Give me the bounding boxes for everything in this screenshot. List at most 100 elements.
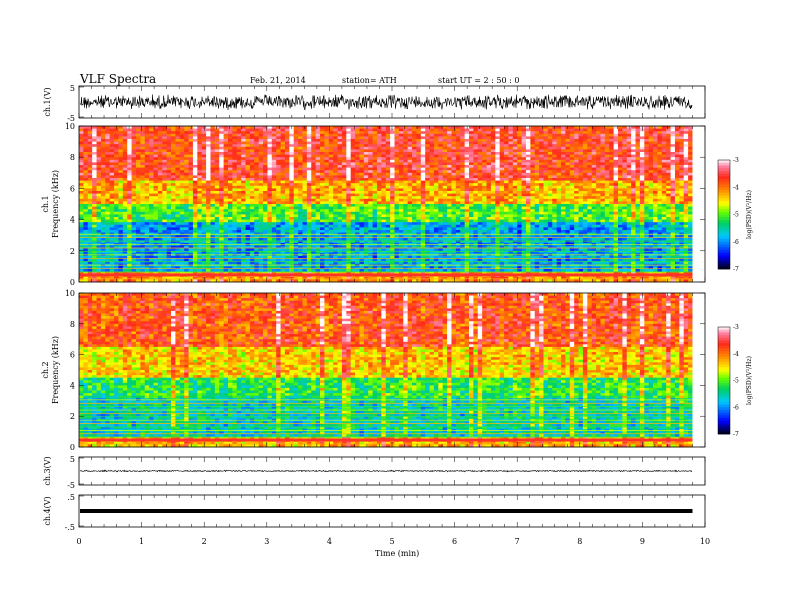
psd-cell xyxy=(674,146,680,150)
psd-cell xyxy=(276,162,281,166)
psd-cell xyxy=(504,204,509,207)
psd-cell xyxy=(100,191,106,194)
psd-cell xyxy=(482,139,487,142)
psd-cell xyxy=(363,188,369,192)
psd-cell xyxy=(512,214,518,218)
psd-cell xyxy=(105,209,111,213)
psd-cell xyxy=(490,206,496,210)
psd-cell xyxy=(341,198,347,202)
psd-cell xyxy=(661,149,667,153)
psd-cell xyxy=(670,167,676,171)
psd-cell xyxy=(289,183,295,187)
psd-cell xyxy=(447,170,452,174)
psd-cell xyxy=(337,175,343,179)
psd-cell xyxy=(83,136,89,140)
psd-cell xyxy=(87,149,93,153)
psd-cell xyxy=(398,214,404,218)
psd-cell xyxy=(639,136,645,140)
psd-cell xyxy=(574,149,579,153)
psd-cell xyxy=(179,211,185,215)
psd-cell xyxy=(381,201,387,205)
psd-cell xyxy=(556,196,562,200)
psd-cell xyxy=(604,126,610,129)
psd-cell xyxy=(661,152,667,155)
psd-cell xyxy=(210,172,216,176)
psd-cell xyxy=(561,191,566,194)
psd-cell xyxy=(114,170,119,174)
psd-cell xyxy=(350,128,356,132)
ch1-waveform-trace xyxy=(79,94,693,111)
psd-cell xyxy=(578,172,584,176)
psd-cell xyxy=(114,198,119,202)
psd-cell xyxy=(609,180,614,184)
psd-cell xyxy=(227,198,233,202)
psd-cell xyxy=(280,185,286,189)
psd-cell xyxy=(249,126,255,129)
psd-cell xyxy=(525,167,531,171)
psd-cell xyxy=(118,162,124,166)
psd-cell xyxy=(394,167,400,171)
psd-cell xyxy=(171,159,176,163)
psd-cell xyxy=(679,172,685,176)
psd-cell xyxy=(407,141,413,145)
psd-cell xyxy=(442,178,448,181)
psd-cell xyxy=(455,188,461,192)
psd-cell xyxy=(284,149,290,153)
psd-cell xyxy=(622,133,628,137)
psd-cell xyxy=(582,141,588,145)
psd-cell xyxy=(477,133,483,137)
psd-cell xyxy=(617,201,623,205)
psd-cell xyxy=(613,172,619,176)
psd-cell xyxy=(433,183,439,187)
psd-cell xyxy=(302,152,308,155)
psd-cell xyxy=(162,154,168,158)
psd-cell xyxy=(469,191,474,194)
psd-cell xyxy=(442,144,448,148)
psd-cell xyxy=(214,170,220,174)
psd-cell xyxy=(245,136,251,140)
psd-cell xyxy=(381,170,387,174)
psd-cell xyxy=(346,139,352,142)
psd-cell xyxy=(394,180,400,184)
psd-cell xyxy=(293,141,299,145)
psd-cell xyxy=(249,157,255,161)
psd-cell xyxy=(635,204,641,207)
psd-cell xyxy=(341,159,347,163)
psd-cell xyxy=(688,206,693,210)
psd-cell xyxy=(679,149,685,153)
psd-cell xyxy=(289,141,295,145)
psd-cell xyxy=(79,157,84,161)
psd-cell xyxy=(477,188,483,192)
psd-cell xyxy=(657,154,663,158)
psd-cell xyxy=(653,126,658,129)
psd-cell xyxy=(631,131,636,135)
psd-cell xyxy=(381,191,387,194)
psd-cell xyxy=(306,146,312,150)
psd-cell xyxy=(232,175,238,179)
psd-cell xyxy=(355,136,360,140)
psd-cell xyxy=(214,126,220,129)
psd-cell xyxy=(587,185,593,189)
psd-cell xyxy=(398,193,404,197)
psd-cell xyxy=(249,180,255,184)
psd-cell xyxy=(179,162,185,166)
psd-cell xyxy=(227,185,233,189)
psd-cell xyxy=(525,131,531,135)
psd-cell xyxy=(561,185,566,189)
psd-cell xyxy=(315,139,321,142)
psd-cell xyxy=(206,209,211,213)
psd-cell xyxy=(341,183,347,187)
psd-cell xyxy=(504,188,509,192)
psd-cell xyxy=(679,159,685,163)
psd-cell xyxy=(298,172,303,176)
psd-cell xyxy=(394,183,400,187)
psd-cell xyxy=(258,144,264,148)
psd-cell xyxy=(469,180,474,184)
psd-cell xyxy=(447,204,452,207)
psd-cell xyxy=(346,188,352,192)
psd-cell xyxy=(486,157,492,161)
psd-cell xyxy=(504,136,509,140)
psd-cell xyxy=(604,157,610,161)
psd-cell xyxy=(644,165,650,168)
psd-cell xyxy=(263,146,268,150)
